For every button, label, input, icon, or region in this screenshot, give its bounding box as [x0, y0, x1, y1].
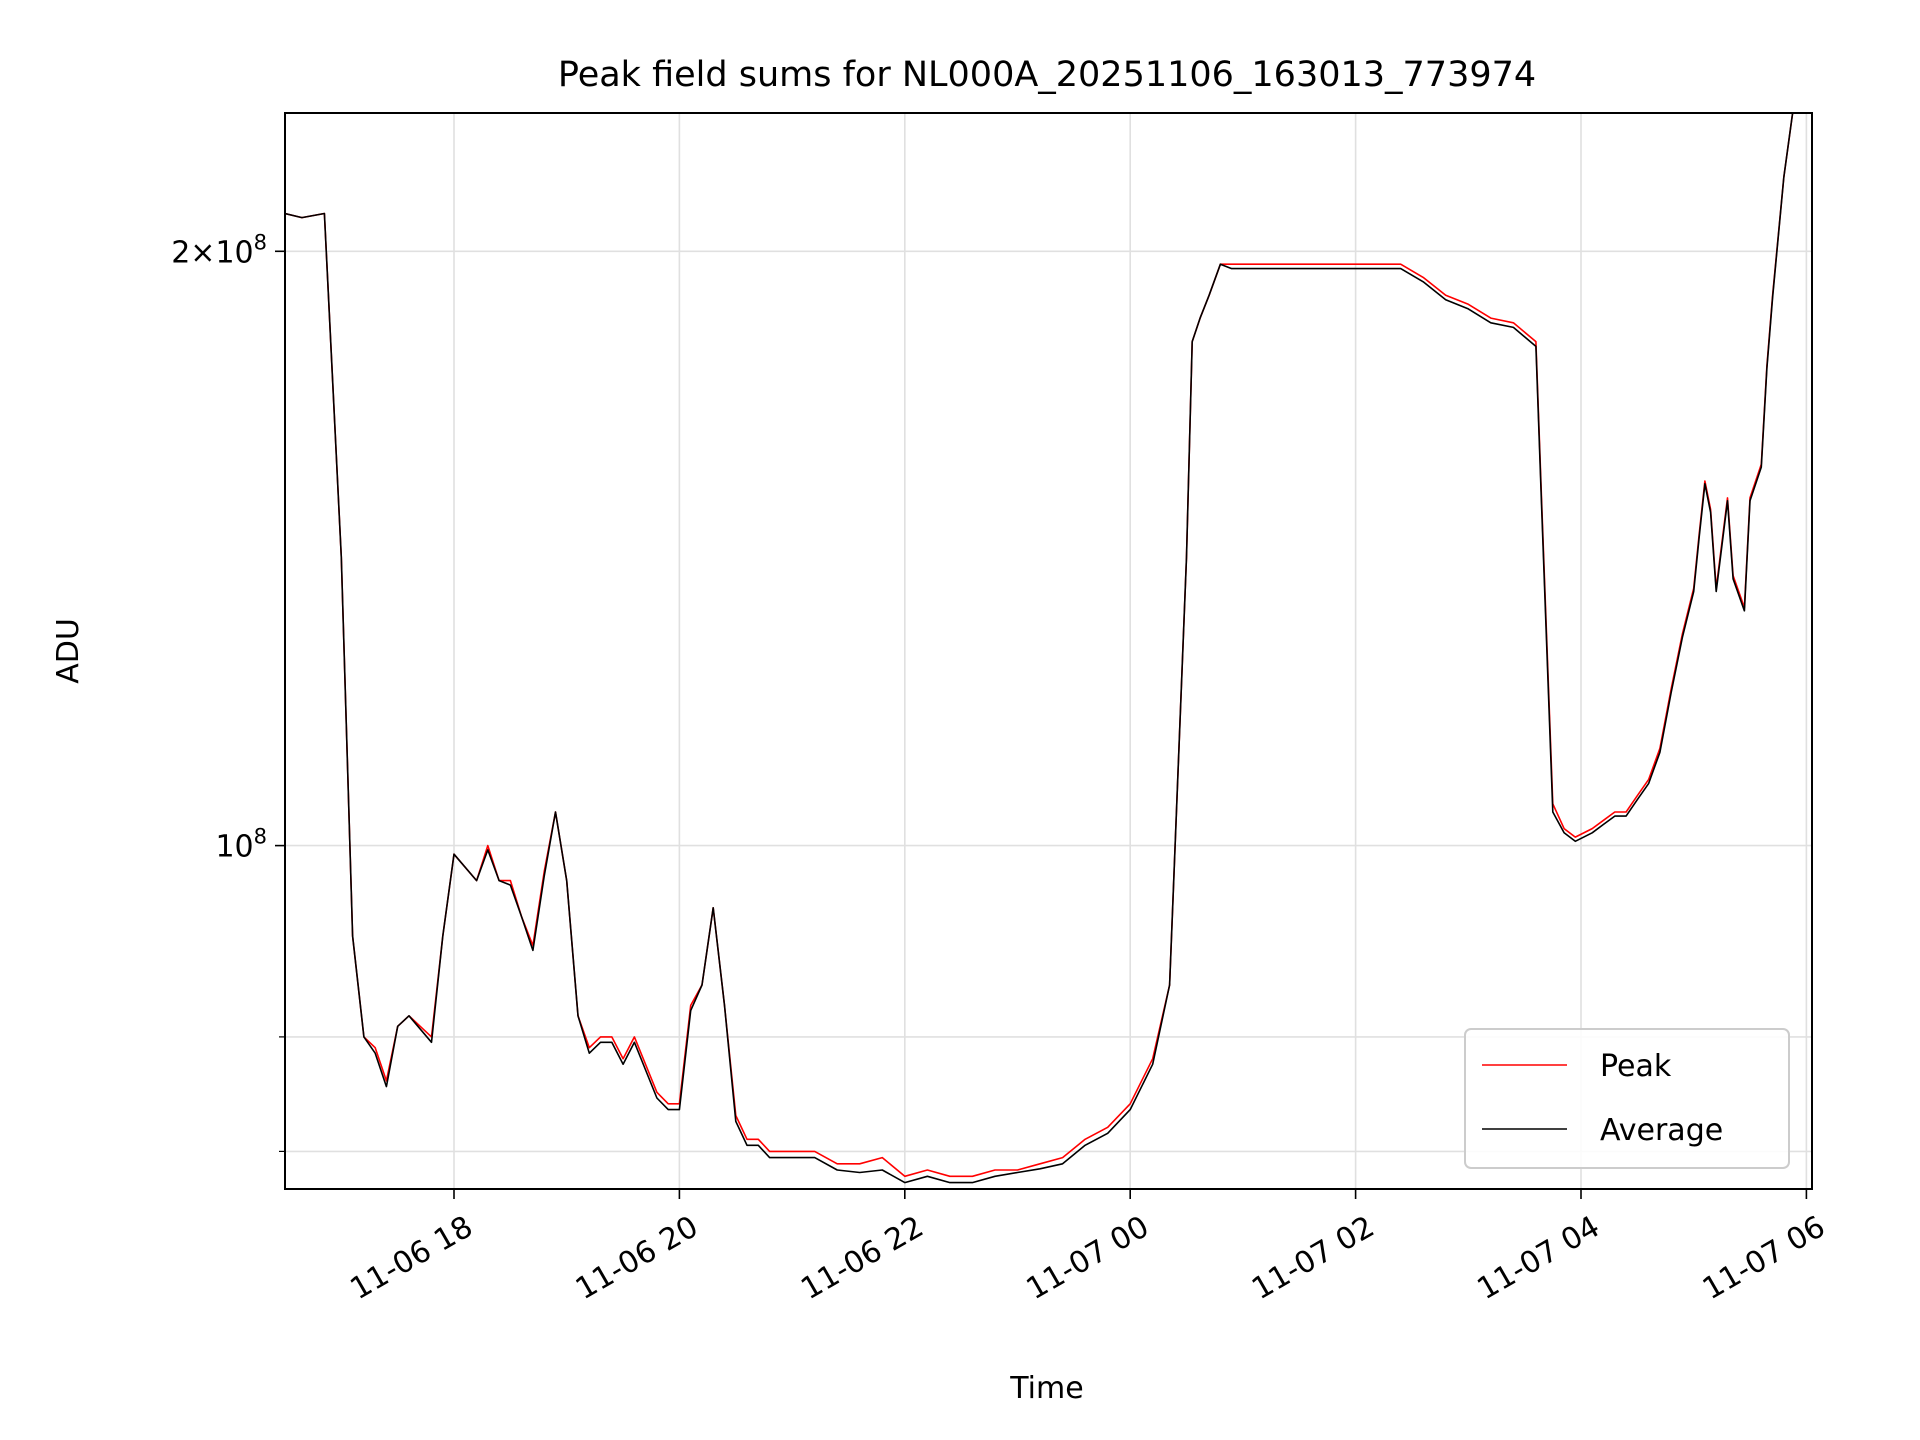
series-line-average: [285, 113, 1794, 1184]
x-axis-label: Time: [1009, 1371, 1083, 1406]
legend-box: [1464, 1028, 1790, 1169]
y-tick-label: 108: [215, 825, 267, 865]
plot-frame: [284, 112, 1813, 1190]
y-axis-ticks: 108 2×108: [171, 230, 285, 1153]
y-tick-label: 2×108: [171, 230, 267, 270]
chart-title: Peak field sums for NL000A_20251106_1630…: [558, 55, 1536, 95]
legend-label-average: Average: [1600, 1113, 1723, 1148]
series-lines: [285, 113, 1794, 1184]
legend: Peak Average: [1464, 1028, 1790, 1169]
legend-label-peak: Peak: [1600, 1049, 1672, 1084]
y-axis-label: ADU: [51, 618, 86, 684]
